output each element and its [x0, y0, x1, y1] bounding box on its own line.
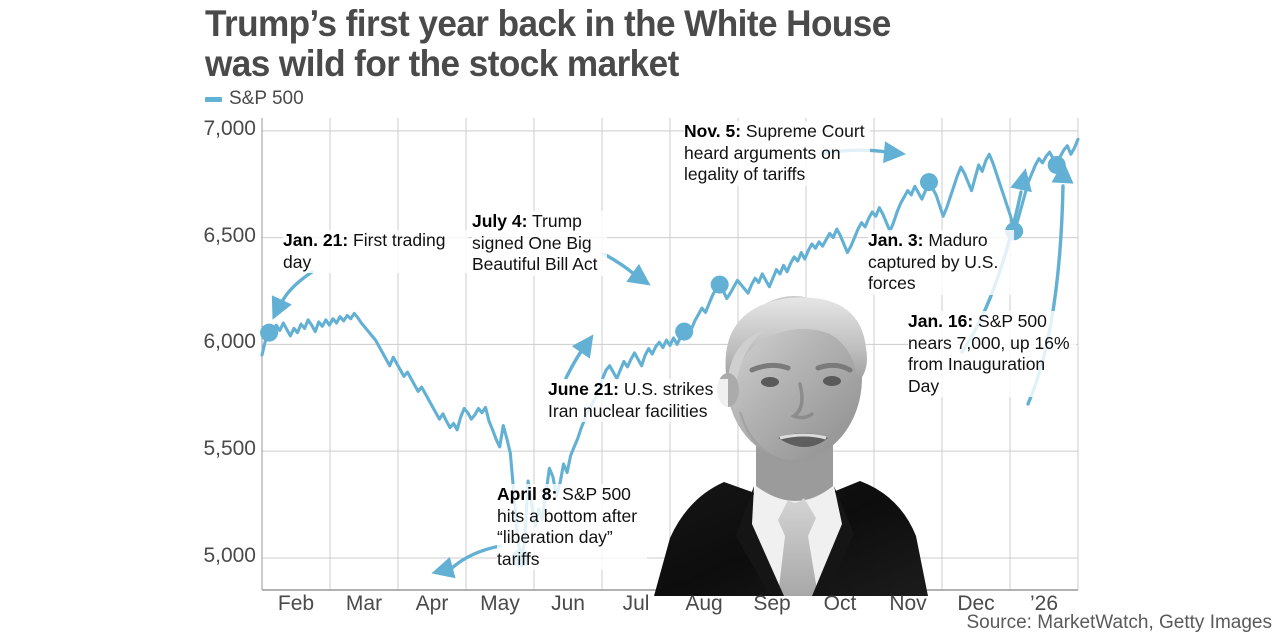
annotation-jan-16-date: Jan. 16:	[908, 311, 974, 331]
callout-arrow-head	[1010, 168, 1032, 193]
annotation-jan-21-date: Jan. 21:	[283, 230, 349, 250]
callout-arrow-tail	[450, 544, 502, 570]
annotation-nov-5: Nov. 5: Supreme Court heard arguments on…	[684, 121, 870, 186]
annotation-april-8-date: April 8:	[497, 484, 558, 504]
chart-legend: S&P 500	[205, 88, 304, 110]
annotation-jan-3: Jan. 3: Maduro captured by U.S. forces	[868, 230, 1014, 295]
callout-arrow-head	[626, 263, 651, 286]
x-axis-tick-label: Jul	[622, 592, 650, 615]
annotation-dot-june-21	[675, 322, 694, 341]
sp500-series-line	[260, 137, 1080, 560]
annotation-jan-16: Jan. 16: S&P 500 nears 7,000, up 16% fro…	[908, 311, 1076, 397]
source-credit: Source: MarketWatch, Getty Images	[966, 612, 1272, 633]
annotation-dot-nov-5	[919, 173, 938, 192]
legend-line-swatch-icon	[205, 96, 222, 102]
annotation-june-21-date: June 21:	[548, 379, 619, 399]
annotation-jan-3-date: Jan. 3:	[868, 230, 924, 250]
trump-photo-illustration	[654, 296, 928, 596]
annotation-april-8: April 8: S&P 500 hits a bottom after “li…	[497, 484, 647, 570]
x-axis-tick-label: Feb	[277, 592, 315, 615]
x-axis-tick-label: Aug	[685, 592, 723, 615]
callout-arrow-tail	[602, 252, 636, 276]
annotation-june-21-text: U.S. strikes Iran nuclear facilities	[548, 379, 714, 421]
x-axis-tick-label: Oct	[823, 592, 857, 615]
callout-arrow-head	[883, 141, 906, 164]
callout-arrow-head	[271, 295, 292, 320]
x-axis-tick-label: Nov	[889, 592, 927, 615]
annotation-jan-3-text: Maduro captured by U.S. forces	[868, 230, 999, 293]
x-axis-tick-label: Jun	[551, 592, 585, 615]
annotation-july-4-text: Trump signed One Big Beautiful Bill Act	[472, 211, 598, 274]
annotation-april-8-text: S&P 500 hits a bottom after “liberation …	[497, 484, 638, 569]
y-axis-tick-label: 5,500	[203, 437, 256, 461]
x-axis-tick-label: Sep	[753, 592, 791, 615]
annotation-nov-5-text: Supreme Court heard arguments on legalit…	[684, 121, 865, 184]
callout-arrow-head	[1051, 161, 1074, 184]
y-axis-tick-label: 5,000	[203, 543, 256, 567]
annotation-dot-july-4	[710, 275, 729, 294]
callout-arrow-head	[571, 334, 594, 359]
annotation-dot-jan-21	[260, 323, 279, 342]
annotation-nov-5-date: Nov. 5:	[684, 121, 742, 141]
x-axis-tick-label: ’26	[1029, 592, 1059, 615]
annotation-july-4: July 4: Trump signed One Big Beautiful B…	[472, 211, 607, 276]
y-axis-tick-label: 6,000	[203, 330, 256, 354]
y-axis-tick-label: 6,500	[203, 223, 256, 247]
y-axis-tick-label: 7,000	[203, 116, 256, 140]
annotation-jan-16-text: S&P 500 nears 7,000, up 16% from Inaugur…	[908, 311, 1070, 396]
y-axis: 5,000 5,500 6,000 6,500 7,000	[180, 0, 256, 640]
annotation-jan-21: Jan. 21: First trading day	[283, 230, 468, 273]
legend-label-sp500: S&P 500	[229, 88, 304, 109]
page-title: Trump’s first year back in the White Hou…	[205, 4, 1065, 84]
x-axis-tick-label: Apr	[415, 592, 449, 615]
headline-line-1: Trump’s first year back in the White Hou…	[205, 3, 891, 44]
trump-photo	[628, 286, 958, 596]
callout-arrow-tail	[564, 348, 584, 380]
callout-arrow-head	[431, 557, 456, 579]
x-axis: Feb Mar Apr May Jun Jul Aug Sep Oct Nov Dec ’26	[0, 592, 1280, 626]
x-axis-tick-label: Mar	[345, 592, 383, 615]
annotation-july-4-date: July 4:	[472, 211, 528, 231]
headline-line-2: was wild for the stock market	[205, 43, 679, 84]
callout-arrow-tail	[279, 270, 314, 306]
annotation-jan-21-text: First trading day	[283, 230, 446, 272]
annotation-june-21: June 21: U.S. strikes Iran nuclear facil…	[548, 379, 728, 422]
annotation-dot-jan-16	[1047, 155, 1066, 174]
x-axis-tick-label: Dec	[957, 592, 995, 615]
x-axis-tick-label: May	[480, 592, 520, 615]
